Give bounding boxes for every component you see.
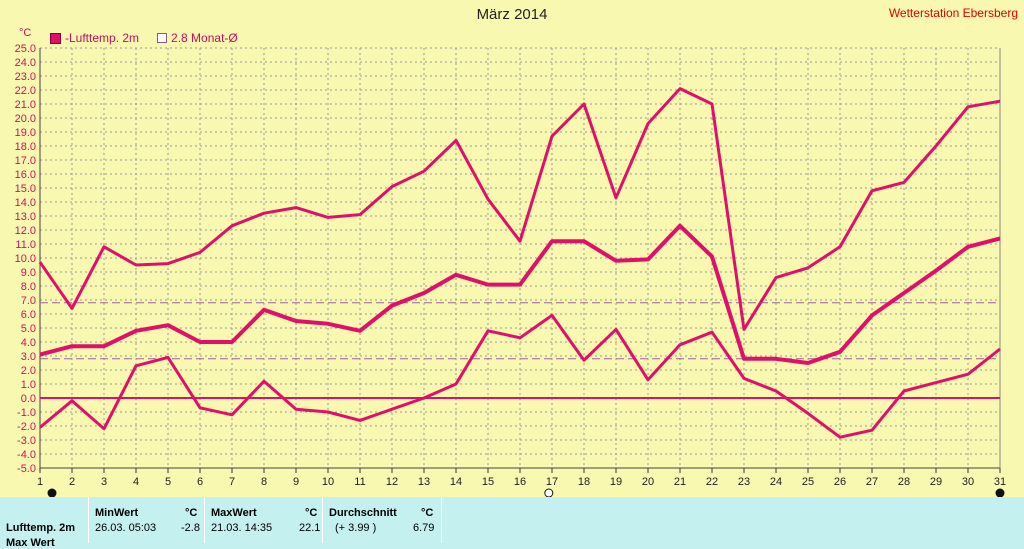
temperature-chart: -5.0 -4.0 -3.0 -2.0 -1.0 0.0 1.0 2.0 3.0 4.0 5.0 6.… (15, 43, 1006, 497)
y-tick-label: -4.0 (17, 449, 36, 461)
y-tick-label: 7.0 (21, 295, 36, 307)
stats-min-unit: °C (185, 507, 198, 519)
y-axis-unit: °C (19, 27, 32, 39)
series-line-max (38, 87, 1001, 331)
x-tick-label: 12 (386, 476, 398, 488)
x-tick-label: 5 (165, 476, 171, 488)
y-tick-label: 10.0 (15, 253, 36, 265)
x-tick-label: 29 (930, 476, 942, 488)
x-tick-label: 23 (738, 476, 750, 488)
y-tick-label: 22.0 (15, 85, 36, 97)
y-tick-label: -3.0 (17, 435, 36, 447)
x-tick-label: 1 (37, 476, 43, 488)
y-tick-label: 5.0 (21, 323, 36, 335)
y-tick-label: 14.0 (15, 197, 36, 209)
y-tick-label: 21.0 (15, 99, 36, 111)
stats-avg-unit: °C (421, 507, 434, 519)
stats-min-header: MinWert (95, 507, 139, 519)
y-tick-label: 18.0 (15, 141, 36, 153)
x-tick-label: 22 (706, 476, 718, 488)
stats-max-value: 22.1 (299, 522, 321, 534)
x-tick-label: 7 (229, 476, 235, 488)
chart-title: März 2014 (476, 6, 548, 23)
x-tick-label: 24 (770, 476, 782, 488)
legend-label-mean: 2.8 Monat-Ø (171, 31, 238, 45)
y-tick-label: 13.0 (15, 211, 36, 223)
legend-label-temp: -Lufttemp. 2m (65, 31, 140, 45)
y-tick-label: 19.0 (15, 127, 36, 139)
x-tick-label: 28 (898, 476, 910, 488)
y-tick-label: 23.0 (15, 71, 36, 83)
stats-label-cell: Lufttemp. 2m Max Wert (0, 497, 88, 549)
y-tick-label: -5.0 (17, 463, 36, 475)
x-tick-label: 18 (578, 476, 590, 488)
x-tick-label: 11 (354, 476, 365, 488)
x-tick-label: 10 (322, 476, 334, 488)
y-tick-label: 12.0 (15, 225, 36, 237)
stats-min-cell: MinWert °C 26.03. 05:03 -2.8 (88, 497, 205, 543)
legend-swatch-temp (50, 32, 61, 44)
stats-max-time: 21.03. 14:35 (211, 522, 273, 534)
x-tick-label: 3 (101, 476, 107, 488)
stats-row-label: Lufttemp. 2m (6, 522, 76, 534)
x-tick-label: 14 (450, 476, 462, 488)
x-tick-label: 13 (418, 476, 430, 488)
y-tick-label: 8.0 (21, 281, 36, 293)
statistics-table: Lufttemp. 2m Max Wert MinWert °C 26.03. … (0, 497, 1024, 549)
stats-max-unit: °C (305, 507, 318, 519)
x-tick-label: 16 (514, 476, 526, 488)
y-tick-label: 16.0 (15, 169, 36, 181)
y-tick-label: 2.0 (21, 365, 36, 377)
legend-swatch-mean (157, 33, 168, 43)
x-tick-label: 2 (69, 476, 75, 488)
stats-max-header: MaxWert (211, 507, 257, 519)
stats-avg-deviation: (+ 3.99 ) (335, 522, 377, 534)
y-tick-label: 11.0 (15, 239, 36, 251)
stats-avg-header: Durchschnitt (329, 507, 397, 519)
x-tick-label: 17 (546, 476, 558, 488)
y-tick-label: 0.0 (21, 393, 36, 405)
x-tick-label: 9 (293, 476, 299, 488)
y-tick-label: 3.0 (21, 351, 36, 363)
y-tick-label: 25.0 (15, 43, 36, 55)
x-tick-label: 8 (261, 476, 267, 488)
x-tick-label: 25 (802, 476, 814, 488)
x-tick-label: 31 (994, 476, 1006, 488)
y-tick-label: -1.0 (17, 407, 36, 419)
series-line-avg (39, 223, 1001, 365)
y-tick-label: 17.0 (15, 155, 36, 167)
y-tick-label: 1.0 (21, 379, 36, 391)
y-tick-label: -2.0 (17, 421, 36, 433)
stats-max-cell: MaxWert °C 21.03. 14:35 22.1 (204, 497, 323, 543)
axis-marker (544, 488, 554, 497)
y-tick-label: 15.0 (15, 183, 36, 195)
legend: -Lufttemp. 2m 2.8 Monat-Ø (50, 31, 238, 45)
stats-avg-value: 6.79 (413, 522, 435, 534)
x-tick-label: 15 (482, 476, 494, 488)
x-tick-label: 19 (610, 476, 622, 488)
x-tick-label: 4 (133, 476, 139, 488)
x-tick-label: 26 (834, 476, 846, 488)
y-tick-label: 9.0 (21, 267, 36, 279)
chart-panel: -5.0 -4.0 -3.0 -2.0 -1.0 0.0 1.0 2.0 3.0 4.0 5.0 6.… (0, 0, 1024, 497)
stats-min-value: -2.8 (181, 522, 200, 534)
stats-row-label-2: Max Wert (6, 537, 55, 549)
stats-min-time: 26.03. 05:03 (95, 522, 157, 534)
station-name: Wetterstation Ebersberg (888, 6, 1018, 20)
y-tick-label: 24.0 (15, 57, 36, 69)
y-tick-label: 4.0 (21, 337, 36, 349)
x-tick-label: 21 (674, 476, 686, 488)
y-tick-label: 20.0 (15, 113, 36, 125)
x-tick-label: 27 (866, 476, 878, 488)
series-line-min (39, 313, 1001, 439)
axis-marker (995, 488, 1005, 497)
x-tick-label: 6 (197, 476, 203, 488)
y-tick-label: 6.0 (21, 309, 36, 321)
x-tick-label: 20 (642, 476, 654, 488)
stats-avg-cell: Durchschnitt °C (+ 3.99 ) 6.79 (322, 497, 442, 543)
axis-marker (47, 488, 57, 497)
x-tick-label: 30 (962, 476, 974, 488)
